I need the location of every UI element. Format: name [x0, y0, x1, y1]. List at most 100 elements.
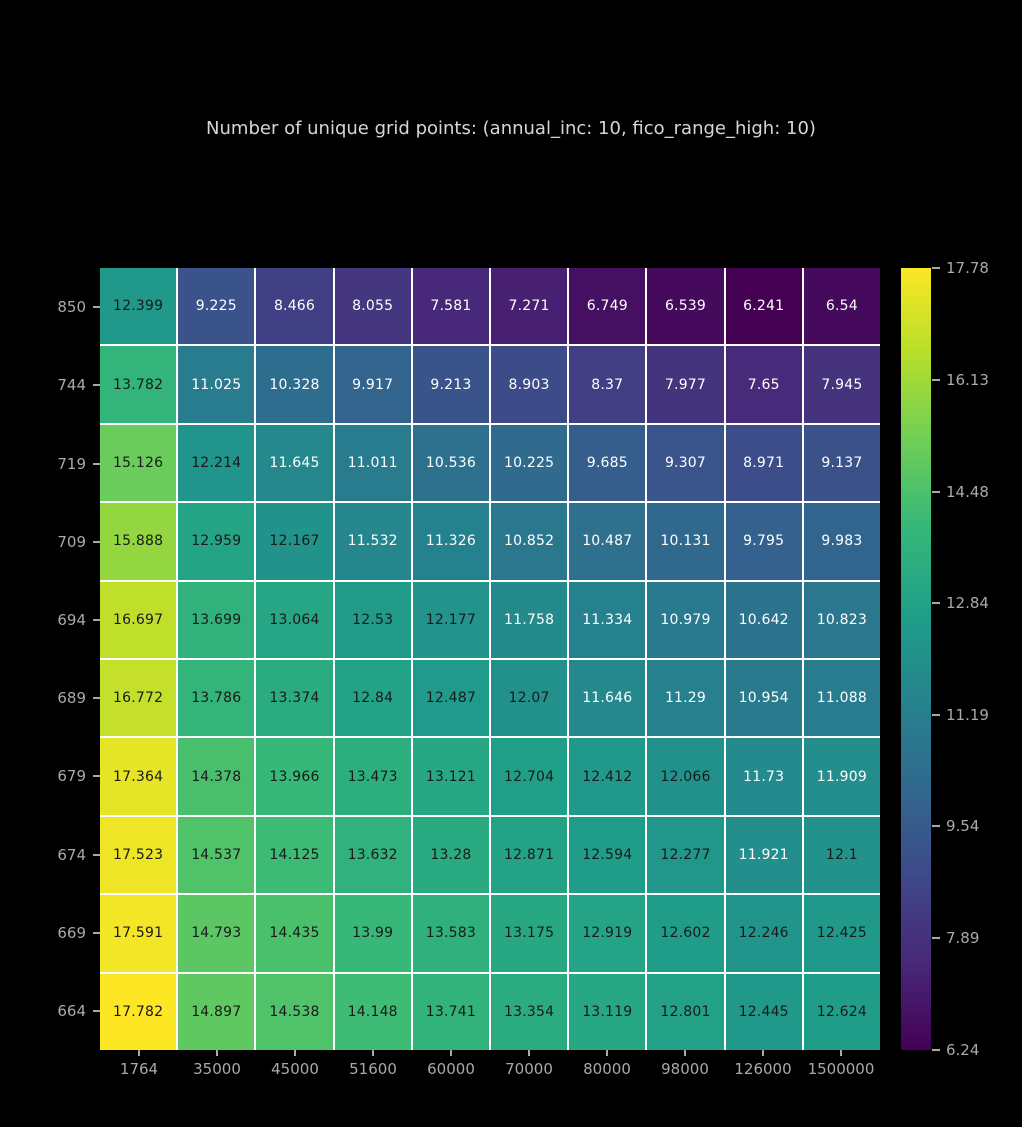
heatmap-cell: 13.175: [490, 895, 568, 972]
colorbar-gradient: [901, 268, 931, 1050]
x-tick-mark: [294, 1050, 296, 1056]
y-tick-label: 850: [57, 298, 86, 317]
colorbar-tick-label: 7.89: [946, 929, 980, 948]
heatmap-cell: 14.537: [178, 816, 255, 894]
heatmap-cell: 12.959: [178, 503, 255, 580]
colorbar-tick-mark: [932, 490, 940, 493]
y-axis: 850 744 719 709 694 689 679 674 669 664: [0, 268, 100, 1050]
heatmap-cell: 7.977: [647, 346, 724, 423]
heatmap-cell: 11.011: [334, 424, 411, 502]
y-tick-mark: [93, 775, 100, 778]
heatmap-cell: 17.523: [100, 816, 177, 894]
heatmap-cell: 11.73: [725, 738, 802, 815]
heatmap-cell: 13.632: [334, 816, 411, 894]
x-tick-mark: [762, 1050, 764, 1056]
colorbar-tick-mark: [932, 713, 940, 716]
heatmap-cell: 13.99: [334, 895, 411, 972]
colorbar-tick-mark: [932, 825, 940, 828]
heatmap-cell: 12.177: [412, 581, 489, 658]
heatmap-cell: 10.225: [490, 424, 568, 502]
y-tick-mark: [93, 384, 100, 387]
heatmap-cell: 6.539: [647, 268, 724, 345]
x-tick-label: 45000: [271, 1060, 319, 1078]
heatmap-cell: 7.65: [725, 346, 802, 423]
y-tick-label: 744: [57, 376, 86, 395]
colorbar-tick-label: 16.13: [946, 370, 989, 389]
heatmap-cell: 8.466: [256, 268, 333, 345]
heatmap-cell: 9.795: [725, 503, 802, 580]
heatmap-cell: 8.37: [569, 346, 646, 423]
heatmap-cell: 17.591: [100, 895, 177, 972]
heatmap-cell: 12.167: [256, 503, 333, 580]
x-tick-mark: [450, 1050, 452, 1056]
x-tick-label: 1764: [119, 1060, 159, 1078]
heatmap-cell: 12.214: [178, 424, 255, 502]
heatmap-cell: 13.28: [412, 816, 489, 894]
y-tick-label: 689: [57, 689, 86, 708]
heatmap-cell: 12.412: [569, 738, 646, 815]
x-tick-label: 1500000: [807, 1060, 875, 1078]
heatmap-cell: 11.921: [725, 816, 802, 894]
colorbar-tick-mark: [932, 601, 940, 604]
heatmap-cell: 13.119: [569, 973, 646, 1050]
y-tick-mark: [93, 697, 100, 700]
heatmap-cell: 11.025: [178, 346, 255, 423]
heatmap-cell: 10.954: [725, 660, 802, 737]
heatmap-cell: 11.326: [412, 503, 489, 580]
y-tick-label: 669: [57, 923, 86, 942]
heatmap-cell: 8.055: [334, 268, 411, 345]
heatmap-cell: 11.334: [569, 581, 646, 658]
chart-title: Number of unique grid points: (annual_in…: [206, 118, 816, 139]
heatmap-cell: 12.919: [569, 895, 646, 972]
heatmap-cell: 17.364: [100, 738, 177, 815]
heatmap-cell: 6.54: [803, 268, 880, 345]
heatmap-cell: 14.148: [334, 973, 411, 1050]
x-tick-label: 70000: [505, 1060, 553, 1078]
heatmap-cell: 8.903: [490, 346, 568, 423]
heatmap-cell: 10.328: [256, 346, 333, 423]
heatmap-cell: 9.137: [803, 424, 880, 502]
heatmap-cell: 11.532: [334, 503, 411, 580]
heatmap-cell: 10.852: [490, 503, 568, 580]
x-axis: 1764 35000 45000 51600 60000 70000 80000 98000 1…: [100, 1050, 880, 1095]
heatmap-grid: 12.399 9.225 8.466 8.055 7.581 7.271 6.749 6.53…: [100, 268, 880, 1050]
heatmap-cell: 13.741: [412, 973, 489, 1050]
heatmap-cell: 12.445: [725, 973, 802, 1050]
heatmap-cell: 12.704: [490, 738, 568, 815]
heatmap-cell: 10.823: [803, 581, 880, 658]
heatmap-cell: 12.53: [334, 581, 411, 658]
heatmap-cell: 6.241: [725, 268, 802, 345]
colorbar-tick-label: 11.19: [946, 705, 989, 724]
heatmap-cell: 13.966: [256, 738, 333, 815]
heatmap-cell: 12.425: [803, 895, 880, 972]
x-tick-label: 35000: [193, 1060, 241, 1078]
heatmap-cell: 12.871: [490, 816, 568, 894]
x-tick-mark: [138, 1050, 140, 1056]
colorbar-tick-label: 14.48: [946, 482, 989, 501]
heatmap-cell: 11.29: [647, 660, 724, 737]
heatmap-cell: 14.897: [178, 973, 255, 1050]
y-tick-label: 674: [57, 845, 86, 864]
heatmap-cell: 12.84: [334, 660, 411, 737]
heatmap-cell: 13.699: [178, 581, 255, 658]
heatmap-cell: 14.435: [256, 895, 333, 972]
x-tick-label: 60000: [427, 1060, 475, 1078]
heatmap-cell: 13.354: [490, 973, 568, 1050]
heatmap-cell: 11.909: [803, 738, 880, 815]
heatmap-cell: 15.126: [100, 424, 177, 502]
heatmap-cell: 9.225: [178, 268, 255, 345]
heatmap-cell: 14.793: [178, 895, 255, 972]
colorbar: 17.78 16.13 14.48 12.84 11.19 9.54 7.89 6.24: [901, 259, 1022, 1059]
heatmap-cell: 7.581: [412, 268, 489, 345]
heatmap-cell: 10.642: [725, 581, 802, 658]
heatmap-cell: 12.602: [647, 895, 724, 972]
y-tick-mark: [93, 306, 100, 309]
heatmap-cell: 14.378: [178, 738, 255, 815]
heatmap-cell: 12.399: [100, 268, 177, 345]
x-tick-mark: [840, 1050, 842, 1056]
heatmap-cell: 7.271: [490, 268, 568, 345]
x-tick-label: 98000: [661, 1060, 709, 1078]
heatmap-cell: 14.125: [256, 816, 333, 894]
heatmap-cell: 13.374: [256, 660, 333, 737]
heatmap-cell: 14.538: [256, 973, 333, 1050]
